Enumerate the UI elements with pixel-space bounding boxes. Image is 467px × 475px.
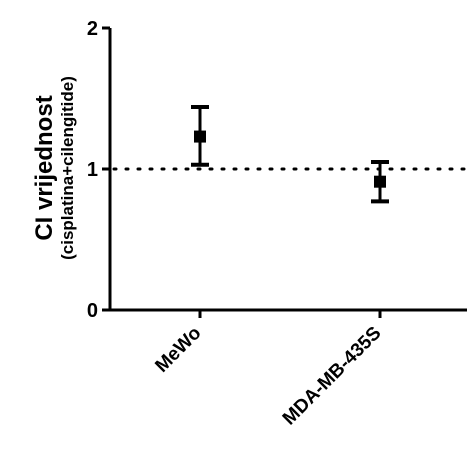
data-point-mewo bbox=[194, 130, 206, 143]
point-group-mewo bbox=[191, 104, 209, 167]
y-tick-label-2: 2 bbox=[87, 18, 98, 40]
y-tick-label-1: 1 bbox=[87, 159, 98, 181]
x-tick-label-mda-mb-435s: MDA-MB-435S bbox=[279, 323, 386, 430]
data-points bbox=[191, 104, 389, 204]
y-axis-label: CI vrijednost bbox=[31, 95, 58, 240]
y-ticks: 0 1 2 bbox=[87, 18, 110, 322]
point-group-mda-mb-435s bbox=[371, 159, 389, 204]
data-point-mda-mb-435s bbox=[374, 175, 386, 188]
axes bbox=[108, 28, 467, 318]
x-tick-label-mewo: MeWo bbox=[151, 323, 205, 377]
y-axis-sublabel: (cisplatina+cilengitide) bbox=[58, 76, 77, 260]
y-axis-label-group: CI vrijednost (cisplatina+cilengitide) bbox=[31, 76, 77, 260]
x-tick-labels: MeWo MDA-MB-435S bbox=[151, 323, 385, 430]
y-tick-label-0: 0 bbox=[87, 300, 98, 322]
